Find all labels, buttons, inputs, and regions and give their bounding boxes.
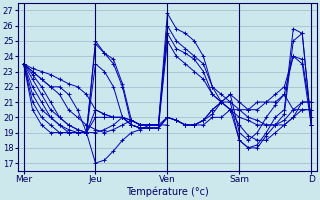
X-axis label: Température (°c): Température (°c) (126, 187, 209, 197)
